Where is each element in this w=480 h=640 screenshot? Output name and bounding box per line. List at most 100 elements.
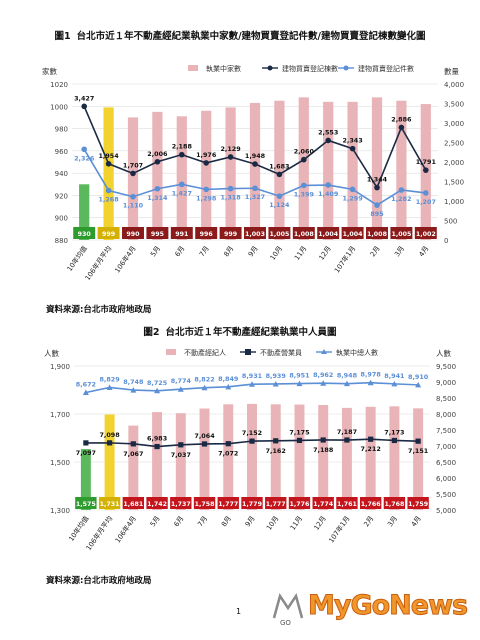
series-point <box>130 387 137 393</box>
series-point <box>374 184 380 191</box>
series-value-label: 1,124 <box>269 201 290 209</box>
bar-value-box <box>390 227 413 239</box>
series-point <box>276 193 283 199</box>
category-label: 12月 <box>317 245 332 262</box>
series-point <box>203 186 209 193</box>
bar-value-label: 1,575 <box>76 501 96 508</box>
series-value-label: 7,173 <box>384 428 404 436</box>
series-point <box>374 202 380 208</box>
bar <box>104 414 115 510</box>
bar-value-label: 1,681 <box>123 501 143 508</box>
legend-label: 執業中家數 <box>206 64 241 73</box>
legend-marker-triangle <box>321 349 327 354</box>
category-label: 9月 <box>247 245 260 259</box>
category-label: 6月 <box>174 245 187 259</box>
bar <box>274 100 285 240</box>
left-tick-label: 1000 <box>50 103 68 111</box>
series-point <box>276 171 283 178</box>
series-point <box>227 185 234 192</box>
bar <box>247 403 257 510</box>
series-point <box>301 182 307 189</box>
series-value-label: 7,188 <box>313 446 334 454</box>
bar <box>249 102 261 240</box>
figure1-number: 圖1 <box>54 31 71 42</box>
bar <box>127 117 139 240</box>
series-point <box>130 193 136 200</box>
series-point <box>344 437 350 443</box>
bar <box>389 406 400 510</box>
series-value-label: 1,791 <box>416 158 436 166</box>
series-point <box>201 441 208 447</box>
series-point <box>252 161 258 167</box>
right-tick-label: 7,000 <box>436 443 456 451</box>
left-axis-title: 人數 <box>44 348 59 358</box>
right-tick-label: 7,500 <box>436 427 456 435</box>
bar <box>80 449 91 510</box>
series-value-label: 8,962 <box>313 371 333 379</box>
series-point <box>82 389 89 395</box>
series-value-label: 8,725 <box>147 379 167 387</box>
bar-value-box <box>122 227 144 239</box>
bar-value-label: 1,008 <box>294 231 314 238</box>
series-value-label: 7,098 <box>99 431 120 439</box>
bar <box>413 408 424 510</box>
series-value-label: 7,187 <box>337 428 357 436</box>
series-value-label: 8,951 <box>289 372 309 380</box>
figure2-title-text: 台北市近１年不動產經紀業執業中人員圖 <box>165 327 337 338</box>
bar-value-box <box>288 497 311 509</box>
bar-value-box <box>312 497 334 509</box>
bar-value-label: 1,768 <box>384 501 404 508</box>
left-tick-label: 940 <box>55 170 68 178</box>
right-tick-label: 3,500 <box>444 101 464 109</box>
category-label: 2月 <box>369 245 382 259</box>
series-value-label: 1,954 <box>98 152 119 160</box>
series-value-label: 7,212 <box>361 445 381 453</box>
series-point <box>105 160 112 167</box>
series-point <box>179 151 185 158</box>
series-value-label: 7,151 <box>408 447 428 455</box>
category-label: 5月 <box>149 515 162 529</box>
bar <box>128 425 139 510</box>
right-tick-label: 8,000 <box>436 411 456 419</box>
bar-value-label: 996 <box>200 231 214 238</box>
series-point <box>177 386 184 392</box>
bar <box>396 100 407 240</box>
left-tick-label: 900 <box>55 215 68 223</box>
bar-value-box <box>407 497 429 509</box>
logo-text: MyGoNews <box>307 590 468 622</box>
series-value-label: 2,006 <box>147 150 168 158</box>
bar-value-label: 1,776 <box>290 501 311 508</box>
series-point <box>178 442 184 448</box>
series-value-label: 2,188 <box>172 143 193 151</box>
series-value-label: 8,774 <box>171 377 192 385</box>
bar <box>103 107 114 241</box>
figure2-title: 圖2 台北市近１年不動產經紀業執業中人員圖 <box>0 324 480 338</box>
series-point <box>296 380 303 387</box>
series-value-label: 1,344 <box>367 176 388 184</box>
bar-value-box <box>217 497 239 509</box>
bar-value-box <box>98 497 121 509</box>
series-point <box>252 185 258 192</box>
category-label: 9月 <box>244 515 257 529</box>
series-value-label: 1,399 <box>294 190 315 198</box>
bar-value-label: 1,774 <box>313 501 334 508</box>
left-tick-label: 1,300 <box>50 507 70 515</box>
bar-value-label: 1,777 <box>266 501 286 508</box>
series-point <box>296 437 303 443</box>
series-value-label: 1,298 <box>196 194 217 202</box>
series-value-label: 8,941 <box>384 372 404 380</box>
bar <box>201 110 212 240</box>
series-value-label: 7,152 <box>242 429 262 437</box>
series-value-label: 2,129 <box>220 145 241 153</box>
series-value-label: 7,064 <box>194 432 215 440</box>
category-label: 6月 <box>173 515 186 529</box>
right-tick-label: 8,500 <box>436 395 456 403</box>
bar-value-label: 1,005 <box>391 231 411 238</box>
bar-value-box <box>122 497 145 509</box>
series-value-label: 2,060 <box>294 148 315 156</box>
right-axis-title: 人數 <box>436 348 451 358</box>
series-point <box>398 187 405 193</box>
right-tick-label: 2,500 <box>444 140 464 148</box>
chart2: 1,300 1,500 1,700 1,900 5,000 5,500 6,000 6,500… <box>44 348 456 552</box>
left-tick-label: 920 <box>55 192 68 200</box>
